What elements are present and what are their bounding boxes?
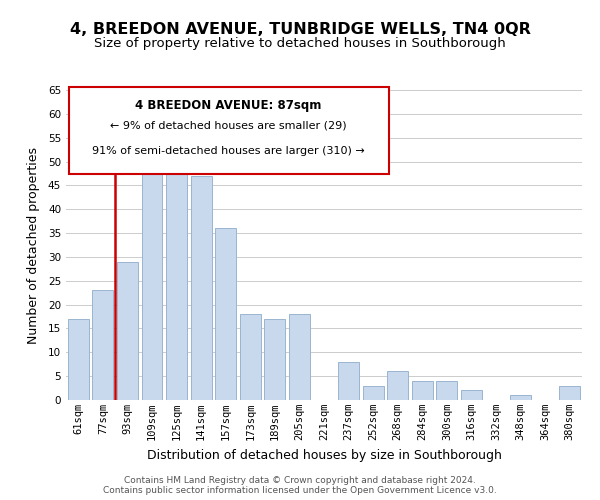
Bar [559,386,580,400]
Bar [289,314,310,400]
Bar [191,176,212,400]
Bar [142,162,163,400]
Text: 91% of semi-detached houses are larger (310) →: 91% of semi-detached houses are larger (… [92,146,365,156]
Bar [387,372,408,400]
Bar [215,228,236,400]
Bar [436,381,457,400]
X-axis label: Distribution of detached houses by size in Southborough: Distribution of detached houses by size … [146,448,502,462]
FancyBboxPatch shape [68,87,389,174]
Bar [412,381,433,400]
Bar [510,395,531,400]
Bar [362,386,383,400]
Text: 4 BREEDON AVENUE: 87sqm: 4 BREEDON AVENUE: 87sqm [136,100,322,112]
Text: 4, BREEDON AVENUE, TUNBRIDGE WELLS, TN4 0QR: 4, BREEDON AVENUE, TUNBRIDGE WELLS, TN4 … [70,22,530,38]
Bar [240,314,261,400]
Text: Contains HM Land Registry data © Crown copyright and database right 2024.: Contains HM Land Registry data © Crown c… [124,476,476,485]
Bar [338,362,359,400]
Bar [265,319,286,400]
Text: Size of property relative to detached houses in Southborough: Size of property relative to detached ho… [94,38,506,51]
Text: Contains public sector information licensed under the Open Government Licence v3: Contains public sector information licen… [103,486,497,495]
Text: ← 9% of detached houses are smaller (29): ← 9% of detached houses are smaller (29) [110,121,347,131]
Bar [92,290,113,400]
Bar [166,142,187,400]
Y-axis label: Number of detached properties: Number of detached properties [26,146,40,344]
Bar [117,262,138,400]
Bar [68,319,89,400]
Bar [461,390,482,400]
